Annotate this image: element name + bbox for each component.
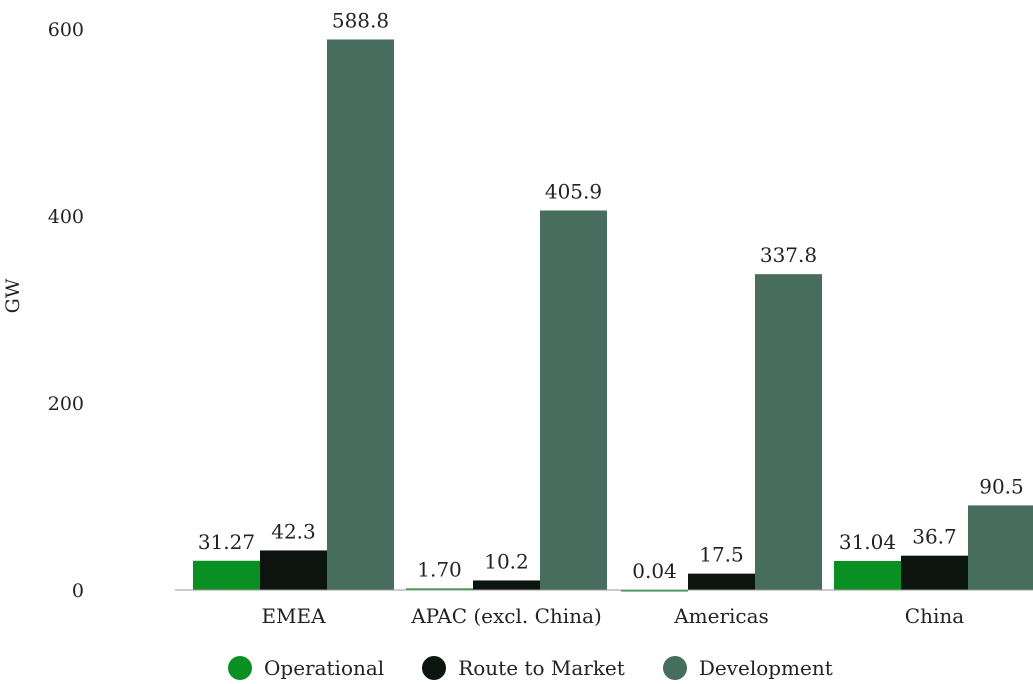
legend: Operational Route to Market Development xyxy=(228,652,833,684)
data-label: 17.5 xyxy=(699,543,744,567)
legend-item: Operational xyxy=(228,656,384,680)
y-tick-label: 0 xyxy=(72,580,84,602)
x-tick-label: EMEA xyxy=(261,604,326,628)
y-tick-label: 400 xyxy=(48,206,84,228)
y-axis-label: GW xyxy=(2,278,24,313)
bar-development xyxy=(540,210,607,590)
bars xyxy=(193,39,1033,592)
bar-route-to-market xyxy=(473,580,540,590)
data-labels: 31.27 42.3 588.8 1.70 10.2 405.9 0.04 17.5 337.8… xyxy=(198,8,1024,582)
y-axis-ticks: 0 200 400 600 xyxy=(48,19,84,602)
data-label: 90.5 xyxy=(979,474,1024,498)
bar-operational xyxy=(621,589,688,592)
x-tick-label: China xyxy=(905,604,964,628)
legend-label: Development xyxy=(698,656,833,680)
data-label: 0.04 xyxy=(632,559,677,583)
bar-development xyxy=(968,505,1033,590)
x-tick-label: Americas xyxy=(673,604,769,628)
chart: 0 200 400 600 GW 31.27 42.3 588.8 1.70 10.2 405.… xyxy=(2,8,1033,628)
bar-operational xyxy=(406,588,473,590)
bar-route-to-market xyxy=(260,550,327,590)
legend-label: Operational xyxy=(264,656,385,680)
data-label: 1.70 xyxy=(417,557,462,581)
legend-item: Development xyxy=(662,656,833,680)
y-tick-label: 600 xyxy=(48,19,84,41)
data-label: 588.8 xyxy=(332,8,389,32)
bar-development xyxy=(755,274,822,590)
data-label: 405.9 xyxy=(545,179,602,203)
bar-operational xyxy=(834,560,901,590)
legend-label: Route to Market xyxy=(458,656,625,680)
y-tick-label: 200 xyxy=(48,393,84,415)
bar-route-to-market xyxy=(688,573,755,590)
legend-swatch xyxy=(228,656,252,680)
data-label: 36.7 xyxy=(912,525,957,549)
x-axis-categories: EMEA APAC (excl. China) Americas China xyxy=(261,604,964,628)
data-label: 31.27 xyxy=(198,530,255,554)
legend-item: Route to Market xyxy=(422,656,625,680)
bar-route-to-market xyxy=(901,555,968,590)
legend-swatch xyxy=(422,656,447,680)
bar-development xyxy=(327,39,394,591)
legend-swatch xyxy=(662,656,687,680)
bar-operational xyxy=(193,560,260,590)
data-label: 31.04 xyxy=(839,530,896,554)
data-label: 10.2 xyxy=(484,549,529,573)
data-label: 337.8 xyxy=(760,243,817,267)
x-tick-label: APAC (excl. China) xyxy=(410,604,602,628)
data-label: 42.3 xyxy=(271,519,316,543)
